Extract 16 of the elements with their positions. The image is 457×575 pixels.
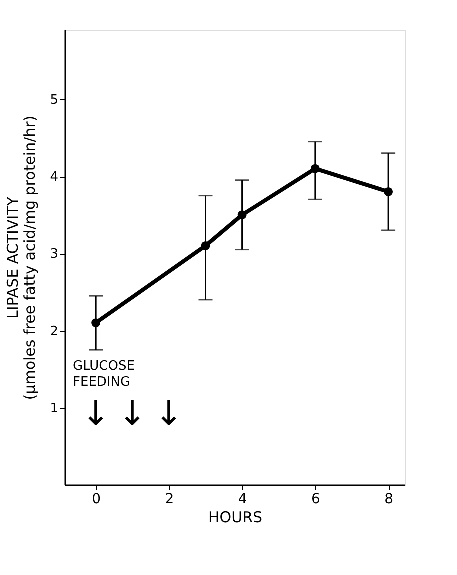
y-tick-label: 2 [50,324,58,340]
x-tick-label: 4 [238,492,248,508]
annotation: ↓ [82,394,110,434]
x-tick-label: 8 [384,492,394,508]
y-axis-title: LIPASE ACTIVITY (μmoles free fatty acid/mg protein/hr) [4,116,40,400]
annotation: ↓ [154,394,184,434]
x-tick-label: 2 [165,492,174,508]
x-tick-label: 0 [92,492,102,508]
annotation: GLUCOSE FEEDING [73,359,135,390]
annotation: ↓ [118,394,147,434]
x-axis-title: HOURS [208,508,263,526]
y-tick-label: 1 [50,401,58,416]
y-tick-label: 3 [50,247,58,262]
x-tick-label: 6 [311,492,320,508]
y-tick-label: 4 [50,170,58,186]
y-tick-label: 5 [50,92,58,108]
